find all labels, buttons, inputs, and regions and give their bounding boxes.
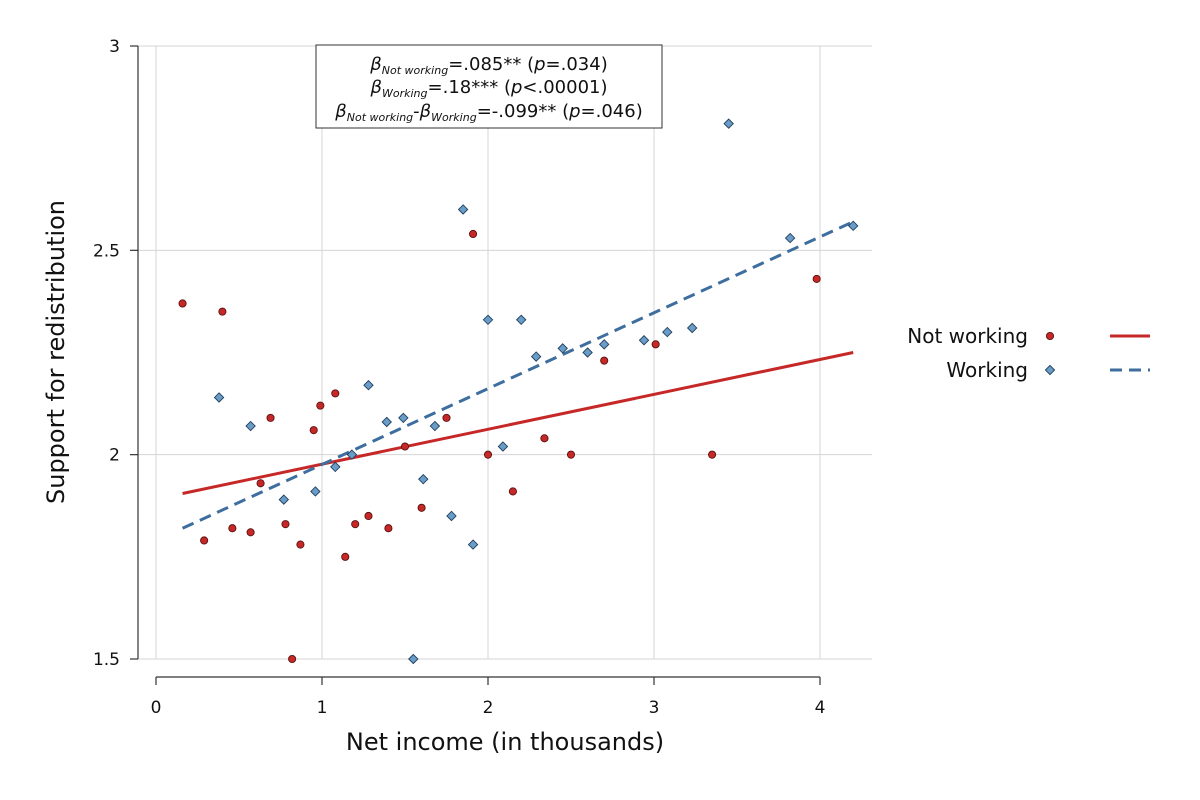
point-not-working <box>256 479 265 488</box>
y-ticks: 1.5 2 2.5 3 <box>93 37 138 670</box>
point-not-working <box>316 401 325 410</box>
point-working <box>245 420 256 432</box>
point-working <box>346 449 358 460</box>
point-working <box>310 486 321 497</box>
x-tick-label: 3 <box>649 698 660 718</box>
point-not-working <box>288 654 297 664</box>
point-not-working <box>417 503 426 512</box>
point-not-working <box>246 528 255 537</box>
point-not-working <box>708 450 717 459</box>
point-not-working <box>483 450 493 459</box>
point-working <box>847 220 859 232</box>
annotation-line: βNot working-βWorking=-.099** (p=.046) <box>334 101 642 124</box>
x-tick-label: 1 <box>317 698 328 718</box>
grid-lines <box>138 45 872 660</box>
point-working <box>467 539 479 550</box>
legend-not-working-label: Not working <box>907 324 1028 348</box>
point-working <box>381 416 392 428</box>
data-points <box>178 118 859 665</box>
point-not-working <box>218 307 227 316</box>
coefficient-annotation: βNot working=.085** (p=.034)βWorking=.18… <box>315 44 663 129</box>
x-tick-label: 4 <box>815 698 826 718</box>
point-not-working <box>600 356 609 365</box>
point-working <box>784 232 796 244</box>
legend-not-working-marker <box>1045 331 1055 341</box>
fit-lines <box>181 220 854 530</box>
annotation-line: βNot working=.085** (p=.034) <box>369 54 607 77</box>
y-axis-title: Support for redistribution <box>42 200 70 504</box>
point-not-working <box>400 442 410 451</box>
point-not-working <box>228 524 237 533</box>
y-tick-label: 1.5 <box>93 650 120 670</box>
point-not-working <box>566 450 576 459</box>
x-tick-label: 0 <box>151 698 162 718</box>
point-working <box>330 461 341 473</box>
point-working <box>482 314 494 326</box>
annotation-box <box>315 44 663 129</box>
point-not-working <box>442 413 451 422</box>
point-working <box>408 653 419 665</box>
y-tick-label: 3 <box>109 37 120 57</box>
point-not-working <box>651 340 660 349</box>
fit-line-working <box>181 220 854 530</box>
fit-line-not-working <box>182 351 854 495</box>
point-working <box>598 339 610 350</box>
point-not-working <box>351 520 360 529</box>
point-working <box>497 441 509 452</box>
x-ticks: 0 1 2 3 4 <box>151 677 826 718</box>
legend-working-marker <box>1044 364 1056 376</box>
point-not-working <box>384 524 393 533</box>
y-tick-label: 2 <box>109 446 120 466</box>
point-working <box>638 335 650 346</box>
point-not-working <box>341 552 350 561</box>
annotation-line: βWorking=.18*** (p<.00001) <box>370 77 608 100</box>
point-not-working <box>331 389 340 398</box>
point-not-working <box>508 487 517 496</box>
point-working <box>429 420 441 432</box>
point-working <box>457 204 469 215</box>
legend: Not working Working <box>907 324 1150 382</box>
point-working <box>662 326 673 338</box>
y-tick-label: 2.5 <box>93 241 120 261</box>
point-not-working <box>309 426 318 435</box>
point-working <box>446 510 457 522</box>
point-working <box>582 347 593 358</box>
x-tick-label: 2 <box>483 698 494 718</box>
point-not-working <box>178 299 187 308</box>
point-not-working <box>540 434 549 443</box>
point-working <box>398 412 409 424</box>
point-working <box>278 494 290 505</box>
point-working <box>723 118 734 129</box>
point-working <box>530 351 542 362</box>
point-working <box>363 379 374 391</box>
point-working <box>418 473 429 485</box>
point-not-working <box>266 413 275 422</box>
axes <box>137 46 820 678</box>
point-working <box>557 343 568 354</box>
point-working <box>515 314 527 326</box>
point-not-working <box>469 229 478 239</box>
point-not-working <box>281 520 290 529</box>
point-not-working <box>364 511 373 521</box>
point-working <box>686 322 698 334</box>
point-working <box>213 392 225 403</box>
point-not-working <box>296 540 305 549</box>
point-not-working <box>200 536 209 545</box>
x-axis-title: Net income (in thousands) <box>346 728 664 756</box>
point-not-working <box>812 274 821 283</box>
legend-working-label: Working <box>946 358 1028 382</box>
